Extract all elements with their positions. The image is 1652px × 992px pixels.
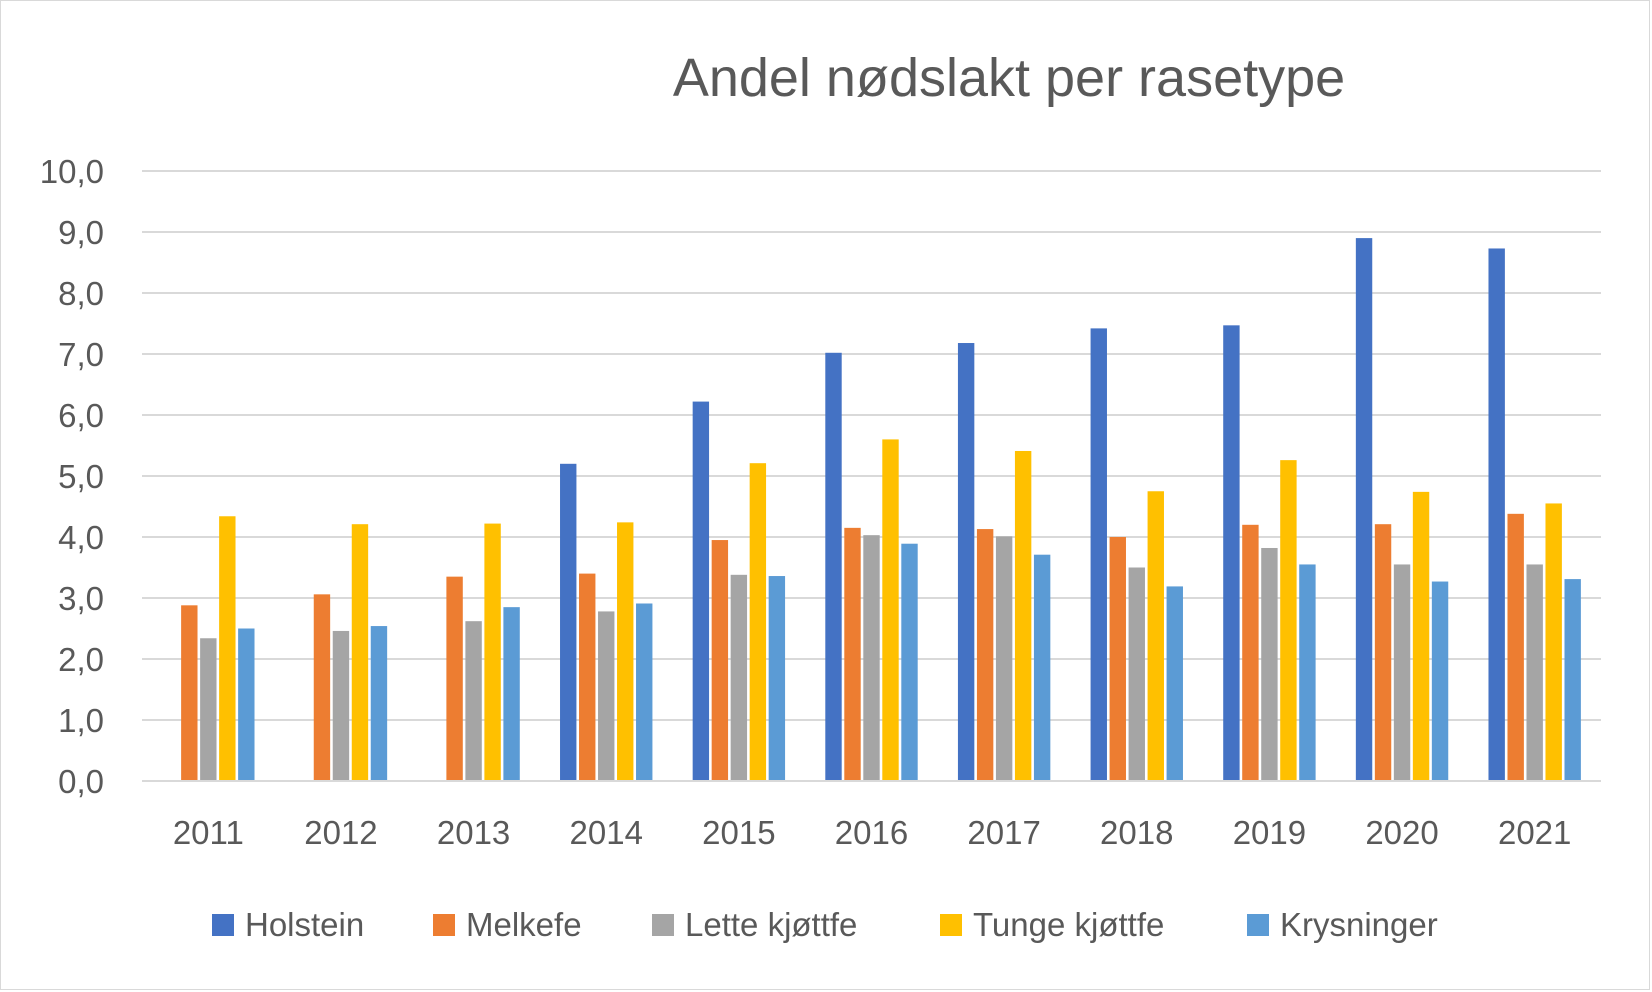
bar-krysninger-2019: [1299, 564, 1316, 781]
bar-krysninger-2011: [238, 628, 255, 781]
bar-tunge-kj-ttfe-2021: [1545, 503, 1562, 781]
bar-melkefe-2018: [1109, 537, 1126, 781]
bar-melkefe-2020: [1374, 524, 1392, 781]
y-axis-ticks: 0,0 1,0 2,0 3,0 4,0 5,0 6,0 7,0 8,0 9,0 10,0: [40, 153, 104, 800]
legend-item: Tunge kjøttfe: [940, 906, 1164, 943]
bar-krysninger-2015: [768, 576, 786, 781]
bar-tunge-kj-ttfe-2012: [351, 524, 369, 781]
legend-swatch: [940, 914, 962, 936]
bar-lette-kj-ttfe-2017: [995, 536, 1013, 781]
bar-krysninger-2017: [1033, 554, 1051, 781]
x-tick-label: 2019: [1233, 814, 1306, 851]
legend-label: Melkefe: [466, 906, 582, 943]
legend-swatch: [652, 914, 674, 936]
x-tick-label: 2015: [702, 814, 775, 851]
legend-label: Holstein: [245, 906, 364, 943]
x-tick-label: 2013: [437, 814, 510, 851]
bar-krysninger-2012: [370, 626, 388, 781]
x-tick-label: 2021: [1498, 814, 1571, 851]
bar-holstein-2018: [1090, 328, 1107, 781]
legend-item: Holstein: [212, 906, 364, 943]
legend-label: Tunge kjøttfe: [973, 906, 1164, 943]
bar-krysninger-2020: [1431, 581, 1449, 781]
bar-lette-kj-ttfe-2019: [1261, 547, 1278, 781]
bar-krysninger-2014: [636, 603, 653, 781]
bar-tunge-kj-ttfe-2015: [749, 463, 767, 781]
y-tick-label: 0,0: [58, 763, 104, 800]
bar-holstein-2017: [957, 343, 975, 781]
legend-item: Lette kjøttfe: [652, 906, 857, 943]
x-tick-label: 2017: [967, 814, 1040, 851]
chart-title: Andel nødslakt per rasetype: [673, 48, 1345, 108]
bar-melkefe-2011: [181, 605, 198, 781]
x-tick-label: 2012: [304, 814, 377, 851]
bar-lette-kj-ttfe-2016: [863, 535, 880, 781]
bar-krysninger-2016: [901, 543, 918, 781]
legend-item: Melkefe: [433, 906, 582, 943]
y-tick-label: 8,0: [58, 275, 104, 312]
y-tick-label: 9,0: [58, 214, 104, 251]
bar-melkefe-2012: [313, 594, 331, 781]
bar-tunge-kj-ttfe-2017: [1014, 450, 1032, 781]
bar-melkefe-2015: [711, 540, 729, 781]
y-tick-label: 3,0: [58, 580, 104, 617]
legend-label: Krysninger: [1280, 906, 1438, 943]
bar-holstein-2019: [1223, 325, 1240, 781]
legend-label: Lette kjøttfe: [685, 906, 857, 943]
bar-melkefe-2013: [446, 576, 463, 781]
bar-holstein-2014: [560, 463, 577, 781]
bar-krysninger-2021: [1564, 579, 1581, 781]
y-tick-label: 7,0: [58, 336, 104, 373]
x-axis-ticks: 2011 2012 2013 2014 2015 2016 2017 2018 2019 2020…: [173, 814, 1572, 851]
bar-tunge-kj-ttfe-2011: [219, 516, 236, 781]
bar-krysninger-2018: [1166, 586, 1183, 781]
bar-holstein-2021: [1488, 248, 1505, 782]
bar-tunge-kj-ttfe-2013: [484, 523, 501, 781]
bar-holstein-2015: [692, 401, 710, 781]
legend-swatch: [433, 914, 455, 936]
y-tick-label: 1,0: [58, 702, 104, 739]
legend-item: Krysninger: [1247, 906, 1438, 943]
bar-tunge-kj-ttfe-2019: [1280, 460, 1297, 781]
bar-melkefe-2016: [844, 527, 861, 781]
bar-lette-kj-ttfe-2014: [598, 611, 615, 781]
bar-tunge-kj-ttfe-2018: [1147, 491, 1164, 781]
bar-holstein-2020: [1355, 238, 1373, 782]
bar-lette-kj-ttfe-2015: [730, 574, 748, 781]
bar-melkefe-2017: [976, 529, 994, 781]
bar-lette-kj-ttfe-2020: [1393, 564, 1411, 781]
bar-krysninger-2013: [503, 607, 520, 781]
bar-holstein-2016: [825, 352, 842, 781]
y-tick-label: 5,0: [58, 458, 104, 495]
y-tick-label: 10,0: [40, 153, 104, 190]
legend: Holstein Melkefe Lette kjøttfe Tunge kjøttf…: [212, 906, 1438, 943]
bar-tunge-kj-ttfe-2014: [617, 522, 634, 781]
y-tick-label: 2,0: [58, 641, 104, 678]
bar-melkefe-2014: [579, 573, 596, 781]
bar-lette-kj-ttfe-2013: [465, 621, 482, 781]
bar-lette-kj-ttfe-2021: [1526, 564, 1543, 781]
legend-swatch: [212, 914, 234, 936]
bar-lette-kj-ttfe-2012: [332, 630, 350, 781]
x-tick-label: 2018: [1100, 814, 1173, 851]
bar-melkefe-2021: [1507, 513, 1524, 781]
x-tick-label: 2020: [1365, 814, 1438, 851]
y-tick-label: 4,0: [58, 519, 104, 556]
bar-lette-kj-ttfe-2011: [200, 638, 217, 781]
x-tick-label: 2011: [173, 814, 244, 851]
bar-tunge-kj-ttfe-2020: [1412, 491, 1430, 781]
bar-tunge-kj-ttfe-2016: [882, 439, 899, 781]
legend-swatch: [1247, 914, 1269, 936]
x-tick-label: 2016: [835, 814, 908, 851]
bar-lette-kj-ttfe-2018: [1128, 567, 1145, 781]
bars: [142, 238, 1601, 782]
x-tick-label: 2014: [570, 814, 643, 851]
bar-melkefe-2019: [1242, 524, 1259, 781]
y-tick-label: 6,0: [58, 397, 104, 434]
